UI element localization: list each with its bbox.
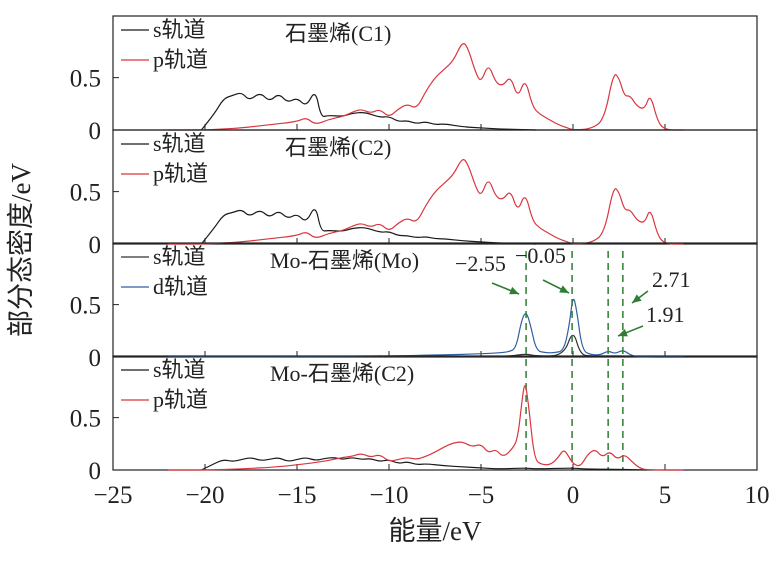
- x-tick-label: 0: [567, 482, 580, 509]
- panel-title: 石墨烯(C1): [285, 21, 391, 46]
- x-axis: −25 −20 −15 −10 −5 0 5 10: [93, 482, 769, 509]
- annotation-label: 1.91: [646, 302, 685, 327]
- x-tick-label: 10: [745, 482, 770, 509]
- y-tick-label: 0: [89, 118, 102, 145]
- legend-label: d轨道: [153, 274, 208, 299]
- series-line-p-or-d: [168, 385, 684, 471]
- y-tick-label: 0.5: [70, 406, 101, 433]
- annotation-arrowhead: [509, 286, 519, 295]
- series-line-p-or-d: [168, 298, 684, 358]
- y-axis-label: 部分态密度/eV: [6, 163, 36, 337]
- y-tick-label: 0: [89, 458, 102, 485]
- y-tick-label: 0.5: [70, 66, 101, 93]
- x-tick-label: −20: [185, 482, 224, 509]
- legend-label: s轨道: [153, 131, 206, 156]
- panel-1: 0 0.5 s轨道 p轨道 石墨烯(C1): [70, 15, 758, 145]
- annotation-label: −2.55: [455, 251, 506, 276]
- series-line-s: [200, 209, 537, 245]
- panel-title: 石墨烯(C2): [285, 135, 391, 160]
- panel-frame: [112, 15, 758, 131]
- x-tick-label: −15: [277, 482, 316, 509]
- panel-title: Mo-石墨烯(C2): [270, 361, 414, 386]
- legend-label: p轨道: [153, 387, 208, 412]
- x-tick-label: −25: [93, 482, 132, 509]
- panel-frame: [112, 242, 758, 358]
- legend-label: s轨道: [153, 244, 206, 269]
- panel-4: 0 0.5 s轨道 p轨道 Mo-石墨烯(C2): [70, 355, 758, 485]
- legend-label: s轨道: [153, 17, 206, 42]
- panel-frame: [112, 355, 758, 471]
- y-tick-label: 0: [89, 232, 102, 259]
- series-line-p-or-d: [168, 159, 684, 245]
- legend-label: s轨道: [153, 357, 206, 382]
- y-tick-label: 0.5: [70, 293, 101, 320]
- series-line-p-or-d: [168, 43, 684, 131]
- panel-2: 0 0.5 s轨道 p轨道 石墨烯(C2): [70, 129, 758, 259]
- legend-label: p轨道: [153, 161, 208, 186]
- annotation-arrowhead: [559, 285, 569, 293]
- series-line-s: [168, 334, 684, 358]
- annotation-arrowhead: [632, 294, 642, 303]
- panels: 00.5s轨道p轨道石墨烯(C1)00.5s轨道p轨道石墨烯(C2)00.5s轨…: [70, 15, 758, 485]
- annotation-label: −0.05: [515, 243, 566, 268]
- legend-label: p轨道: [153, 47, 208, 72]
- x-axis-label: 能量/eV: [389, 516, 482, 546]
- y-tick-label: 0: [89, 345, 102, 372]
- annotation-arrowhead: [618, 328, 628, 337]
- annotation-label: 2.71: [652, 267, 691, 292]
- panel-frame: [112, 129, 758, 245]
- y-tick-label: 0.5: [70, 180, 101, 207]
- panel-title: Mo-石墨烯(Mo): [270, 248, 419, 273]
- x-tick-label: −5: [468, 482, 495, 509]
- x-tick-label: 5: [659, 482, 672, 509]
- series-line-s: [201, 457, 647, 471]
- x-tick-label: −10: [369, 482, 408, 509]
